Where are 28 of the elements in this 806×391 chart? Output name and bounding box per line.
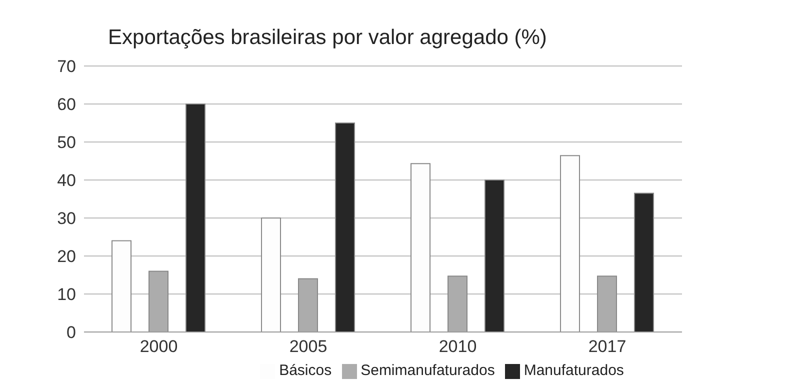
bar <box>298 278 318 332</box>
y-tick-label: 60 <box>57 95 76 114</box>
x-tick-label: 2017 <box>588 337 626 356</box>
bar <box>261 218 281 332</box>
x-tick-label: 2000 <box>140 337 178 356</box>
bar <box>148 270 168 332</box>
y-tick-label: 30 <box>57 209 76 228</box>
bar <box>560 155 580 332</box>
y-tick-label: 10 <box>57 285 76 304</box>
bar <box>410 163 430 332</box>
bar <box>484 180 504 332</box>
y-tick-label: 70 <box>57 57 76 76</box>
x-tick-label: 2005 <box>289 337 328 356</box>
bar <box>335 122 355 332</box>
bar <box>597 276 617 332</box>
bar <box>448 276 468 332</box>
y-tick-label: 20 <box>57 247 76 266</box>
legend-label: Semimanufaturados <box>360 362 495 379</box>
x-tick-label: 2010 <box>438 337 477 356</box>
chart-title: Exportações brasileiras por valor agregado (%) <box>107 26 548 50</box>
y-tick-label: 40 <box>57 171 76 190</box>
bar <box>634 192 654 332</box>
y-tick-label: 50 <box>57 133 76 152</box>
y-tick-label: 0 <box>66 323 76 342</box>
bar <box>186 104 206 332</box>
bar <box>112 240 132 332</box>
series-label: Básicos <box>279 362 332 379</box>
legend-label: Manufaturados <box>524 362 624 379</box>
